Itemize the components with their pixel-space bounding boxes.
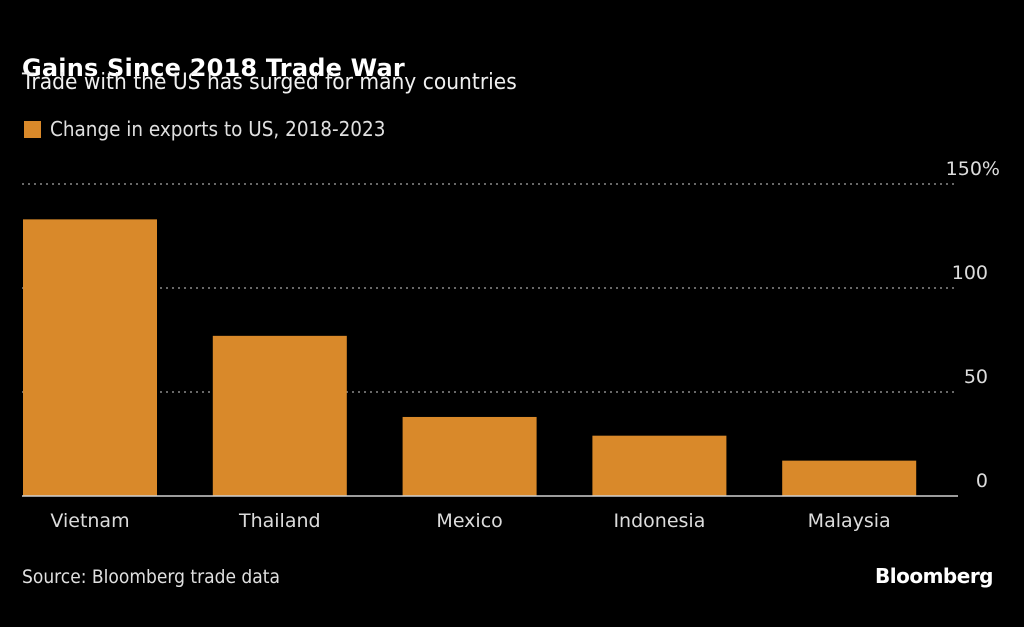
x-tick-label: Vietnam [50,510,129,532]
y-tick-label: 100 [952,262,988,284]
bar-vietnam [23,219,157,497]
y-tick-label: 50 [964,366,988,388]
legend: Change in exports to US, 2018-2023 [24,117,415,141]
x-axis-labels: Vietnam Thailand Mexico Indonesia Malaysia [50,510,890,532]
bar-thailand [212,335,347,496]
y-tick-label: 150% [946,158,1000,180]
x-tick-label: Indonesia [613,510,705,532]
source-note: Source: Bloomberg trade data [22,566,280,588]
bloomberg-logo: Bloomberg [875,564,993,588]
legend-label: Change in exports to US, 2018-2023 [50,117,386,141]
bar-mexico [402,416,537,496]
x-tick-label: Malaysia [808,510,891,532]
chart-title: Gains Since 2018 Trade War [22,54,405,82]
gridlines [22,183,958,393]
legend-swatch [24,120,41,138]
x-tick-label: Mexico [436,510,502,532]
y-tick-label: 0 [976,470,988,492]
bar-malaysia [782,460,917,496]
chart-subtitle: Trade with the US has surged for many co… [22,70,517,95]
bar-indonesia [592,435,727,496]
bars [22,219,958,497]
y-axis-ticks: 0 50 100 150% [946,158,1000,492]
x-tick-label: Thailand [238,510,321,532]
